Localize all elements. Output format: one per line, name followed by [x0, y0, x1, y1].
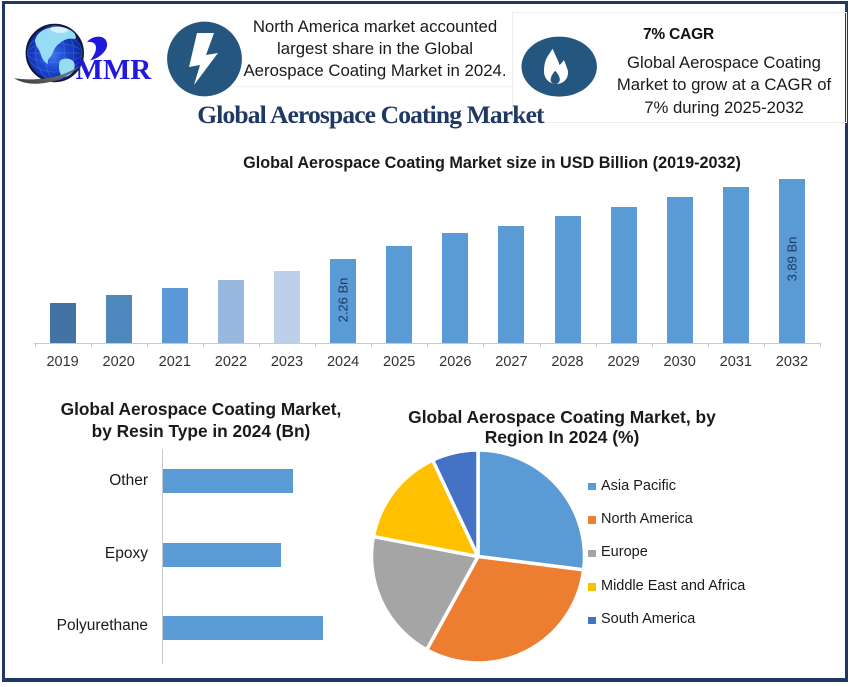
svg-text:MMR: MMR	[76, 54, 153, 86]
